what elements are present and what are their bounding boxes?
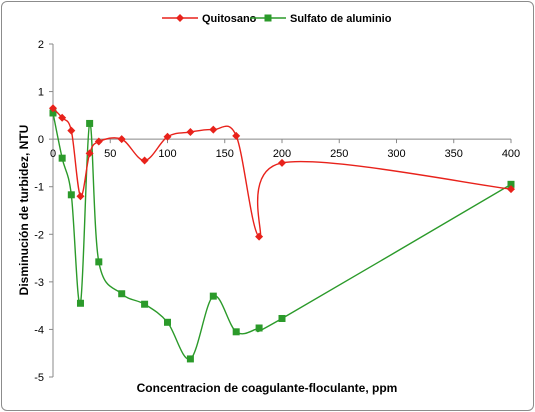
series-quitosano [49, 104, 515, 241]
legend-item-quitosano: Quitosano [162, 13, 257, 25]
x-tick-label: 150 [216, 148, 234, 160]
data-point [49, 109, 57, 117]
legend: Quitosano Sulfato de aluminio [162, 13, 392, 25]
y-tick-label: 1 [38, 87, 44, 99]
legend-label: Sulfato de aluminio [290, 13, 392, 25]
data-point [140, 156, 149, 165]
data-point [118, 290, 126, 298]
data-point [76, 192, 85, 201]
data-point [278, 314, 286, 322]
data-point [67, 191, 75, 199]
legend-marker [264, 14, 272, 22]
x-tick-label: 400 [502, 148, 520, 160]
y-tick-label: 0 [38, 134, 44, 146]
data-point [141, 300, 149, 308]
series-sulfato-de-aluminio [49, 109, 515, 363]
series-layer [49, 104, 515, 363]
x-tick-label: 0 [50, 148, 56, 160]
data-point [163, 132, 172, 141]
x-tick-label: 50 [104, 148, 116, 160]
data-point [117, 135, 126, 144]
data-point [67, 126, 76, 135]
data-point [255, 232, 264, 241]
data-point [94, 137, 103, 146]
y-tick-label: -3 [34, 277, 44, 289]
x-tick-label: 200 [273, 148, 291, 160]
x-tick-label: 250 [330, 148, 348, 160]
data-point [95, 258, 103, 266]
data-point [76, 299, 84, 307]
data-point [507, 185, 515, 194]
legend-marker [176, 14, 184, 22]
data-point [58, 113, 67, 122]
series-line [52, 107, 512, 238]
data-point [278, 158, 286, 167]
x-axis-title: Concentracion de coagulante-floculante, … [137, 381, 398, 395]
y-tick-label: -1 [34, 182, 44, 194]
data-point [209, 292, 217, 300]
y-axis-title: Disminución de turbidez, NTU [17, 125, 31, 296]
data-point [58, 154, 66, 162]
data-point [85, 149, 94, 158]
legend-label: Quitosano [202, 13, 257, 25]
data-point [49, 104, 57, 113]
data-point [186, 128, 195, 137]
x-tick-label: 350 [445, 148, 463, 160]
data-point [209, 125, 218, 134]
y-tick-label: -5 [34, 372, 44, 384]
x-tick-label: 300 [387, 148, 405, 160]
data-point [507, 180, 515, 188]
data-point [186, 355, 194, 363]
x-tick-label: 100 [158, 148, 176, 160]
y-tick-label: -2 [34, 229, 44, 241]
data-point [86, 119, 94, 127]
legend-item-sulfato-de-aluminio: Sulfato de aluminio [250, 13, 392, 25]
data-point [255, 324, 263, 332]
data-point [232, 131, 241, 140]
data-point [164, 318, 171, 326]
y-tick-label: -4 [34, 324, 44, 336]
axes: -5 -4 -3 -2 -1 0 1 2 0 50 100 150 200 250 300 350 400 [34, 39, 520, 384]
data-point [232, 328, 240, 336]
y-tick-label: 2 [38, 39, 44, 51]
